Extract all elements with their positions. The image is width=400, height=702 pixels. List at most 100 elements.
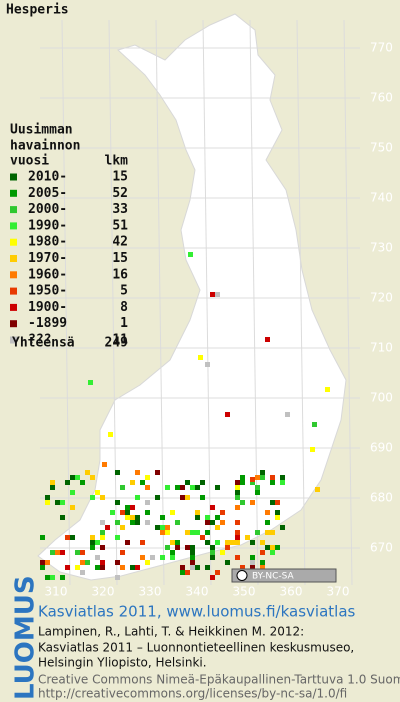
observation — [215, 485, 220, 490]
observation — [312, 422, 317, 427]
observation — [210, 520, 215, 525]
citation: Helsingin Yliopisto, Helsinki. — [38, 656, 207, 670]
observation — [75, 550, 80, 555]
observation — [188, 252, 193, 257]
citation: Lampinen, R., Lahti, T. & Heikkinen M. 2… — [38, 625, 304, 639]
observation — [160, 530, 165, 535]
legend-count: 51 — [112, 218, 128, 233]
north-label: 750 — [370, 141, 393, 155]
observation — [250, 540, 255, 545]
legend-label: 1950- — [28, 284, 67, 299]
observations — [40, 252, 330, 580]
observation — [220, 520, 225, 525]
legend-count: 15 — [112, 170, 128, 185]
grid-line — [343, 19, 353, 586]
observation — [80, 550, 85, 555]
observation — [45, 575, 50, 580]
observation — [75, 475, 80, 480]
observation — [115, 560, 120, 565]
observation — [190, 485, 195, 490]
grid-line — [296, 19, 306, 586]
observation — [180, 485, 185, 490]
grid-line — [108, 19, 118, 586]
observation — [235, 520, 240, 525]
observation — [270, 530, 275, 535]
observation — [265, 530, 270, 535]
observation — [95, 555, 100, 560]
observation — [270, 480, 275, 485]
legend-swatch — [10, 336, 17, 344]
observation — [130, 565, 135, 570]
legend-swatch — [10, 255, 17, 262]
grid-line — [61, 19, 71, 586]
observation — [145, 510, 150, 515]
observation — [145, 500, 150, 505]
observation — [215, 292, 220, 297]
observation — [265, 510, 270, 515]
north-label: 720 — [370, 291, 393, 305]
total-count: 249 — [105, 336, 128, 351]
observation — [170, 555, 175, 560]
observation — [165, 545, 170, 550]
observation — [275, 515, 280, 520]
observation — [60, 550, 65, 555]
observation — [275, 500, 280, 505]
north-label: 690 — [370, 441, 393, 455]
north-label: 770 — [370, 41, 393, 55]
observation — [100, 495, 105, 500]
observation — [175, 520, 180, 525]
legend-count: 1 — [120, 316, 128, 331]
observation — [275, 545, 280, 550]
citation: Kasviatlas 2011 – Luonnontieteellinen ke… — [38, 641, 354, 655]
observation — [100, 520, 105, 525]
legend-swatch — [10, 189, 17, 197]
observation — [190, 565, 195, 570]
observation — [215, 525, 220, 530]
observation — [50, 575, 55, 580]
observation — [80, 480, 85, 485]
observation — [120, 550, 125, 555]
license-url: http://creativecommons.org/licenses/by-n… — [38, 687, 347, 701]
observation — [240, 565, 245, 570]
badge-text: BY-NC-SA — [252, 572, 295, 582]
observation — [160, 555, 165, 560]
observation — [185, 480, 190, 485]
observation — [235, 480, 240, 485]
observation — [270, 475, 275, 480]
observation — [200, 535, 205, 540]
observation — [195, 565, 200, 570]
title: Hesperis — [6, 3, 69, 18]
north-label: 670 — [370, 541, 393, 555]
observation — [90, 475, 95, 480]
legend-swatch — [10, 271, 17, 279]
observation — [200, 495, 205, 500]
observation — [180, 495, 185, 500]
observation — [195, 515, 200, 520]
legend-count: 15 — [112, 251, 128, 266]
north-label: 700 — [370, 391, 393, 405]
observation — [115, 520, 120, 525]
legend-label: ??? — [28, 333, 51, 348]
legend-label: 1960- — [28, 267, 67, 282]
observation — [190, 545, 195, 550]
observation — [210, 550, 215, 555]
observation — [280, 480, 285, 485]
observation — [155, 470, 160, 475]
observation — [50, 550, 55, 555]
legend-label: 1900- — [28, 300, 67, 315]
observation — [265, 337, 270, 342]
legend-count: 8 — [120, 300, 128, 315]
observation — [108, 432, 113, 437]
observation — [270, 545, 275, 550]
observation — [205, 515, 210, 520]
observation — [85, 560, 90, 565]
north-label: 710 — [370, 341, 393, 355]
observation — [170, 550, 175, 555]
legend-count: 33 — [112, 202, 128, 217]
observation — [170, 510, 175, 515]
legend-swatch — [10, 206, 17, 214]
observation — [235, 540, 240, 545]
observation — [250, 477, 255, 482]
badge-box — [231, 568, 337, 583]
observation — [260, 550, 265, 555]
